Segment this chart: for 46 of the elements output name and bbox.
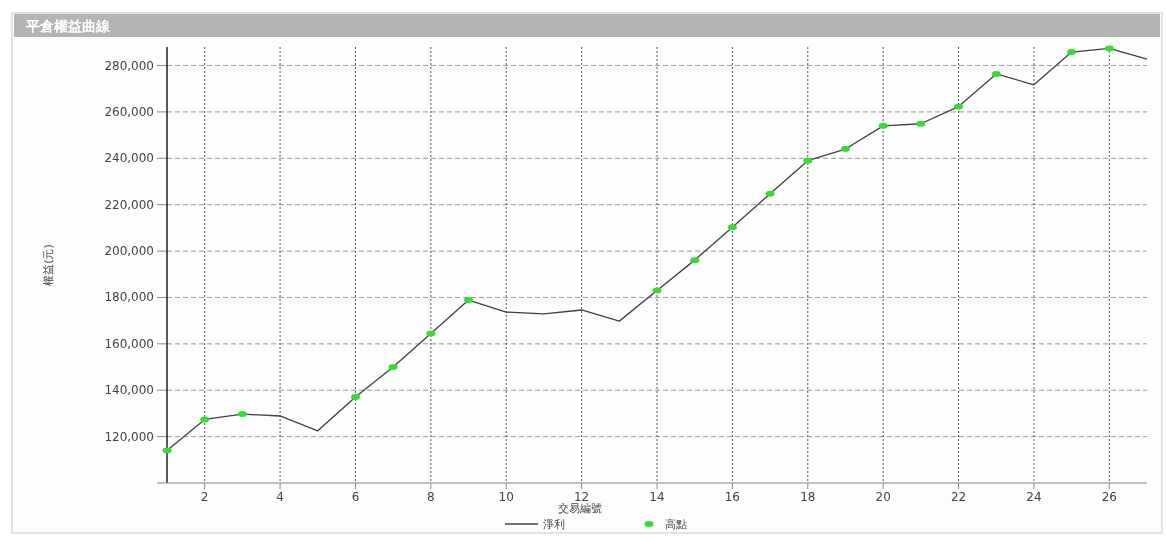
x-tick-label: 6 — [351, 490, 360, 504]
y-tick-label: 160,000 — [104, 336, 154, 351]
point — [840, 146, 850, 153]
y-tick-label: 220,000 — [104, 197, 154, 212]
y-tick-label: 120,000 — [104, 429, 154, 444]
x-axis-title: 交易編號 — [558, 502, 602, 515]
y-tick-label: 200,000 — [104, 244, 154, 259]
x-tick-label: 20 — [875, 490, 891, 504]
x-tick-label: 24 — [1026, 490, 1042, 504]
y-axis-title: 權益(元) — [42, 244, 55, 286]
y-tick-label: 180,000 — [104, 290, 154, 305]
point — [237, 411, 247, 418]
x-tick-label: 8 — [427, 490, 435, 504]
y-tick-label: 280,000 — [104, 58, 154, 73]
x-tick-label: 18 — [800, 490, 816, 504]
point — [652, 287, 662, 294]
x-tick-label: 4 — [276, 490, 284, 504]
y-tick-label: 260,000 — [104, 104, 154, 119]
point — [350, 393, 360, 400]
point — [690, 257, 700, 264]
legend-label: 淨利 — [543, 518, 565, 531]
point — [388, 364, 398, 371]
point — [916, 120, 926, 127]
point — [162, 447, 172, 454]
x-tick-label: 16 — [724, 490, 741, 504]
x-tick-label: 22 — [950, 490, 967, 504]
x-tick-label: 2 — [200, 490, 209, 504]
x-tick-label: 14 — [649, 490, 665, 504]
point — [1104, 45, 1114, 52]
point — [954, 103, 964, 110]
legend-label: 高點 — [665, 518, 687, 531]
y-tick-label: 240,000 — [104, 151, 154, 166]
chart-title: 平倉權益曲線 — [25, 18, 111, 34]
point — [765, 190, 775, 197]
point — [991, 70, 1001, 77]
x-tick-label: 10 — [498, 490, 514, 504]
point — [464, 297, 474, 304]
point — [803, 157, 813, 164]
point — [727, 224, 737, 231]
x-tick-label: 12 — [573, 490, 590, 504]
y-tick-label: 140,000 — [104, 383, 154, 398]
point — [878, 122, 888, 129]
point — [1067, 49, 1077, 56]
point — [200, 416, 210, 423]
point — [426, 330, 436, 337]
x-tick-label: 26 — [1101, 490, 1117, 504]
